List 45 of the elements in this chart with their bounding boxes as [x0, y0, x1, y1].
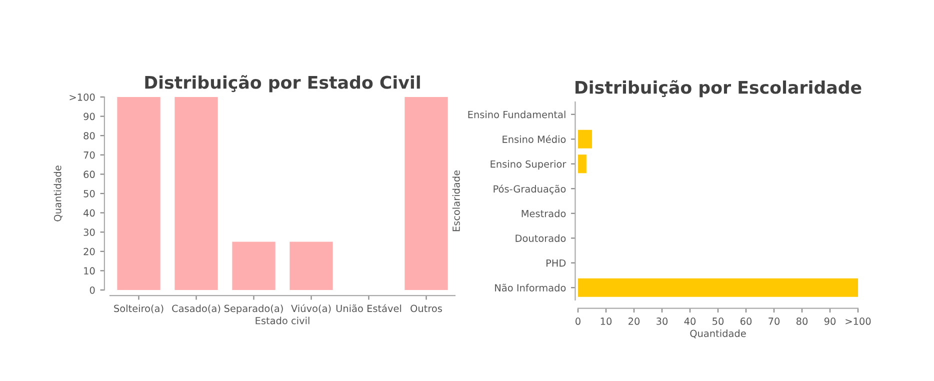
y-tick-label: Ensino Fundamental [468, 110, 566, 118]
x-tick-label: União Estável [336, 304, 402, 312]
y-tick-label: Doutorado [516, 234, 566, 242]
y-tick-label: Ensino Superior [490, 160, 566, 170]
x-tick-label: 60 [740, 318, 752, 325]
x-tick-label: 80 [796, 318, 808, 325]
y-tick-label: 50 [84, 190, 95, 198]
x-tick-label: >100 [846, 318, 871, 325]
x-tick-label: 30 [656, 318, 668, 325]
bar [578, 130, 592, 148]
y-tick-label: 80 [84, 132, 95, 140]
y-axis-title: Quantidade [54, 166, 62, 222]
x-tick-label: Separado(a) [224, 304, 283, 314]
x-tick-label: 40 [684, 318, 696, 325]
x-tick-label: 50 [712, 318, 724, 325]
x-axis-title: Estado civil [256, 316, 310, 324]
x-tick-label: 20 [628, 318, 640, 325]
y-tick-label: Ensino Médio [502, 135, 566, 143]
x-axis-title: Quantidade [690, 330, 746, 338]
y-tick-label: 10 [84, 267, 95, 275]
chart-title: Distribuição por Estado Civil [145, 75, 420, 92]
y-tick-label: 0 [90, 286, 95, 294]
bar [578, 154, 586, 174]
x-tick-label: 10 [600, 318, 612, 325]
y-tick-label: 30 [84, 228, 95, 236]
y-tick-label: Não Informado [495, 284, 566, 292]
bar [578, 278, 858, 297]
y-tick-label: 40 [84, 209, 95, 217]
y-tick-label: >100 [70, 93, 95, 101]
x-tick-label: Casado(a) [172, 304, 220, 314]
y-tick-label: 60 [84, 170, 95, 178]
x-tick-label: 90 [824, 318, 836, 325]
y-tick-label: Pós-Graduação [494, 184, 566, 194]
x-tick-label: 0 [576, 318, 580, 325]
y-tick-label: 70 [84, 151, 95, 159]
x-tick-label: Viúvo(a) [291, 304, 331, 314]
chart-title: Distribuição por Escolaridade [576, 80, 862, 98]
x-tick-label: Solteiro(a) [114, 304, 164, 314]
y-tick-label: 20 [84, 248, 95, 256]
x-tick-label: 70 [768, 318, 780, 325]
x-tick-label: Outros [410, 304, 442, 312]
y-tick-label: PHD [546, 259, 566, 267]
y-tick-label: Mestrado [522, 210, 566, 218]
y-axis-title: Escolaridade [452, 170, 460, 232]
y-tick-label: 90 [84, 112, 95, 120]
